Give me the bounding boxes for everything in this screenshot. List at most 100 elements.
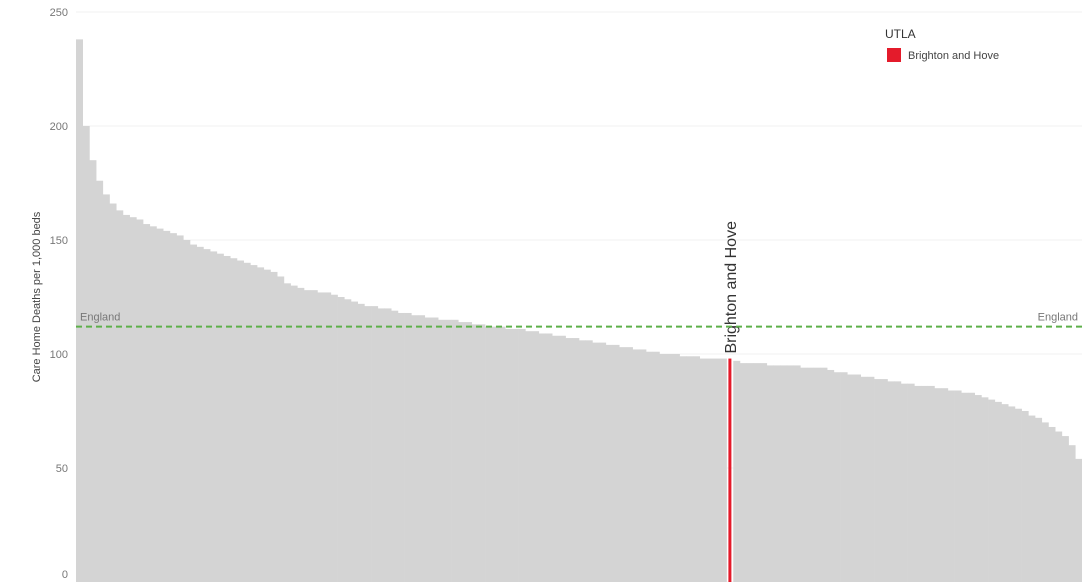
bar bbox=[1068, 445, 1076, 582]
bar bbox=[283, 283, 291, 582]
bar bbox=[451, 319, 459, 582]
bar bbox=[639, 349, 647, 582]
bar bbox=[947, 390, 955, 582]
bar bbox=[921, 385, 929, 582]
bar bbox=[994, 401, 1002, 582]
bar bbox=[76, 39, 84, 582]
bar bbox=[250, 265, 258, 582]
y-tick-label: 200 bbox=[50, 121, 68, 133]
bar bbox=[1035, 417, 1043, 582]
bar bbox=[699, 358, 707, 582]
bar bbox=[672, 354, 680, 582]
y-tick-label: 250 bbox=[50, 7, 68, 19]
bar bbox=[652, 351, 660, 582]
bar bbox=[914, 385, 922, 582]
bar bbox=[1021, 411, 1029, 582]
bar bbox=[485, 326, 493, 582]
bar bbox=[558, 335, 566, 582]
bar bbox=[733, 360, 741, 582]
bar bbox=[860, 376, 868, 582]
bar bbox=[1048, 426, 1056, 582]
bar bbox=[116, 210, 124, 582]
bar bbox=[807, 367, 815, 582]
bar bbox=[438, 319, 446, 582]
bar bbox=[545, 333, 553, 582]
bar bbox=[833, 372, 841, 582]
bar bbox=[880, 379, 888, 582]
bar bbox=[149, 226, 157, 582]
bar bbox=[136, 219, 144, 582]
bar bbox=[263, 269, 271, 582]
reference-label: England bbox=[80, 312, 120, 324]
bar bbox=[525, 331, 533, 582]
bar bbox=[350, 301, 358, 582]
bar bbox=[243, 262, 251, 582]
bar bbox=[1061, 436, 1069, 582]
bar bbox=[820, 367, 828, 582]
bar bbox=[364, 306, 372, 582]
bar bbox=[941, 388, 949, 582]
bar bbox=[223, 255, 231, 582]
bar bbox=[840, 372, 848, 582]
bar bbox=[874, 379, 882, 582]
bar bbox=[853, 374, 861, 582]
bar bbox=[746, 363, 754, 582]
bar bbox=[693, 356, 701, 582]
bar bbox=[894, 381, 902, 582]
bar bbox=[686, 356, 694, 582]
bar bbox=[981, 397, 989, 582]
bar bbox=[297, 287, 305, 582]
bar bbox=[887, 381, 895, 582]
bar bbox=[163, 230, 171, 582]
bar bbox=[954, 390, 962, 582]
legend-label: Brighton and Hove bbox=[908, 50, 999, 62]
bar bbox=[847, 374, 855, 582]
bar bbox=[183, 240, 191, 582]
bar bbox=[397, 312, 405, 582]
bar bbox=[599, 342, 607, 582]
bar bbox=[102, 194, 110, 582]
bar bbox=[344, 299, 352, 582]
bar bbox=[210, 251, 218, 582]
bar bbox=[753, 363, 761, 582]
bar bbox=[585, 340, 593, 582]
bar bbox=[988, 399, 996, 582]
bar bbox=[169, 233, 177, 582]
bar bbox=[1075, 458, 1082, 582]
bar bbox=[579, 340, 587, 582]
bar bbox=[270, 271, 278, 582]
bar bbox=[612, 344, 620, 582]
bar bbox=[827, 369, 835, 582]
bar bbox=[458, 322, 466, 582]
bar bbox=[418, 315, 426, 582]
bar bbox=[230, 258, 238, 582]
bar bbox=[491, 326, 499, 582]
bar bbox=[89, 160, 97, 582]
bar bbox=[780, 365, 788, 582]
y-tick-label: 100 bbox=[50, 349, 68, 361]
bar bbox=[290, 285, 298, 582]
bar bbox=[236, 260, 244, 582]
bar bbox=[310, 290, 318, 582]
bar bbox=[371, 306, 379, 582]
bar bbox=[129, 217, 137, 582]
bar bbox=[739, 363, 747, 582]
bar bbox=[706, 358, 714, 582]
bar bbox=[900, 383, 908, 582]
bar bbox=[1014, 408, 1022, 582]
bar bbox=[666, 354, 674, 582]
bar bbox=[304, 290, 312, 582]
bar bbox=[766, 365, 774, 582]
bar bbox=[337, 297, 345, 582]
bar bbox=[518, 328, 526, 582]
bar bbox=[572, 338, 580, 582]
bar bbox=[974, 395, 982, 582]
bar-annotation: Brighton and Hove bbox=[723, 221, 740, 354]
bar bbox=[109, 203, 117, 582]
y-axis-label: Care Home Deaths per 1,000 beds bbox=[31, 211, 43, 382]
bar bbox=[357, 303, 365, 582]
bar bbox=[478, 324, 486, 582]
bar bbox=[773, 365, 781, 582]
bar bbox=[330, 294, 338, 582]
bar bbox=[565, 338, 573, 582]
